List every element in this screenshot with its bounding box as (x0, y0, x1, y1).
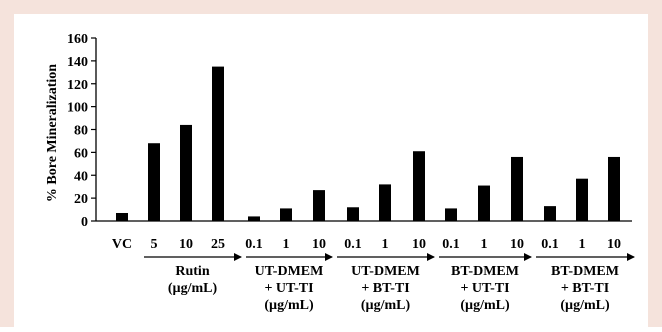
group-label-line: (µg/mL) (560, 298, 610, 313)
x-tick-label: 0.1 (245, 237, 263, 252)
bar (478, 185, 490, 221)
x-tick-label: 0.1 (442, 237, 460, 252)
bar (148, 143, 160, 221)
chart-panel: % Bore Mineralization 0 20 40 60 80 100 120 140… (14, 14, 648, 327)
y-tick-label: 100 (67, 101, 88, 116)
bar (280, 208, 292, 221)
x-tick-label: 5 (151, 237, 158, 252)
bar (379, 184, 391, 221)
group-label-line: + BT-TI (561, 281, 609, 296)
group-label-line: UT-DMEM (255, 264, 324, 279)
x-tick-label: 10 (412, 237, 426, 252)
group-labels: Rutin (µg/mL) UT-DMEM + UT-TI (µg/mL) UT-DMEM… (144, 253, 635, 313)
group-label-line: (µg/mL) (168, 281, 218, 296)
x-tick-label: 10 (510, 237, 524, 252)
group-label-line: BT-DMEM (451, 264, 519, 279)
x-tick-label: 1 (382, 237, 389, 252)
x-axis: VC 5 10 25 0.1 1 10 0.1 1 10 0.1 1 10 0.1 1 10 (96, 220, 632, 252)
bar (413, 151, 425, 221)
y-tick-label: 0 (81, 215, 88, 230)
x-tick-label: 10 (607, 237, 621, 252)
bar (608, 156, 620, 221)
group-label-line: Rutin (175, 264, 209, 279)
bars (116, 66, 620, 221)
bar (576, 178, 588, 221)
bar (347, 207, 359, 221)
x-tick-label: 25 (211, 237, 225, 252)
y-tick-label: 160 (67, 32, 88, 47)
bar (313, 190, 325, 221)
x-tick-label: 1 (481, 237, 488, 252)
group-label-line: (µg/mL) (264, 298, 314, 313)
x-tick-label: 1 (579, 237, 586, 252)
x-tick-label: 1 (283, 237, 290, 252)
group-label-line: + BT-TI (361, 281, 409, 296)
bar (180, 124, 192, 221)
x-tick-label: 10 (312, 237, 326, 252)
bar (116, 212, 128, 221)
x-tick-label: 10 (179, 237, 193, 252)
group-label-line: + UT-TI (264, 281, 313, 296)
x-tick-label: 0.1 (541, 237, 559, 252)
y-tick-label: 40 (74, 169, 88, 184)
group-label-line: UT-DMEM (351, 264, 420, 279)
y-tick-label: 140 (67, 55, 88, 70)
group-label-line: (µg/mL) (361, 298, 411, 313)
y-tick-label: 120 (67, 78, 88, 93)
group-label-line: (µg/mL) (460, 298, 510, 313)
y-axis: 0 20 40 60 80 100 120 140 160 (67, 32, 97, 230)
bar-chart: % Bore Mineralization 0 20 40 60 80 100 120 140… (45, 32, 635, 313)
bar (212, 66, 224, 221)
y-tick-label: 60 (74, 146, 88, 161)
y-tick-label: 20 (74, 192, 88, 207)
y-tick-label: 80 (74, 124, 88, 139)
y-axis-label: % Bore Mineralization (45, 64, 60, 202)
bar (511, 156, 523, 221)
x-tick-label: 0.1 (344, 237, 362, 252)
bar (445, 208, 457, 221)
bar (248, 216, 260, 221)
bar (544, 206, 556, 221)
group-label-line: BT-DMEM (551, 264, 619, 279)
x-tick-label: VC (112, 237, 132, 252)
group-label-line: + UT-TI (460, 281, 509, 296)
